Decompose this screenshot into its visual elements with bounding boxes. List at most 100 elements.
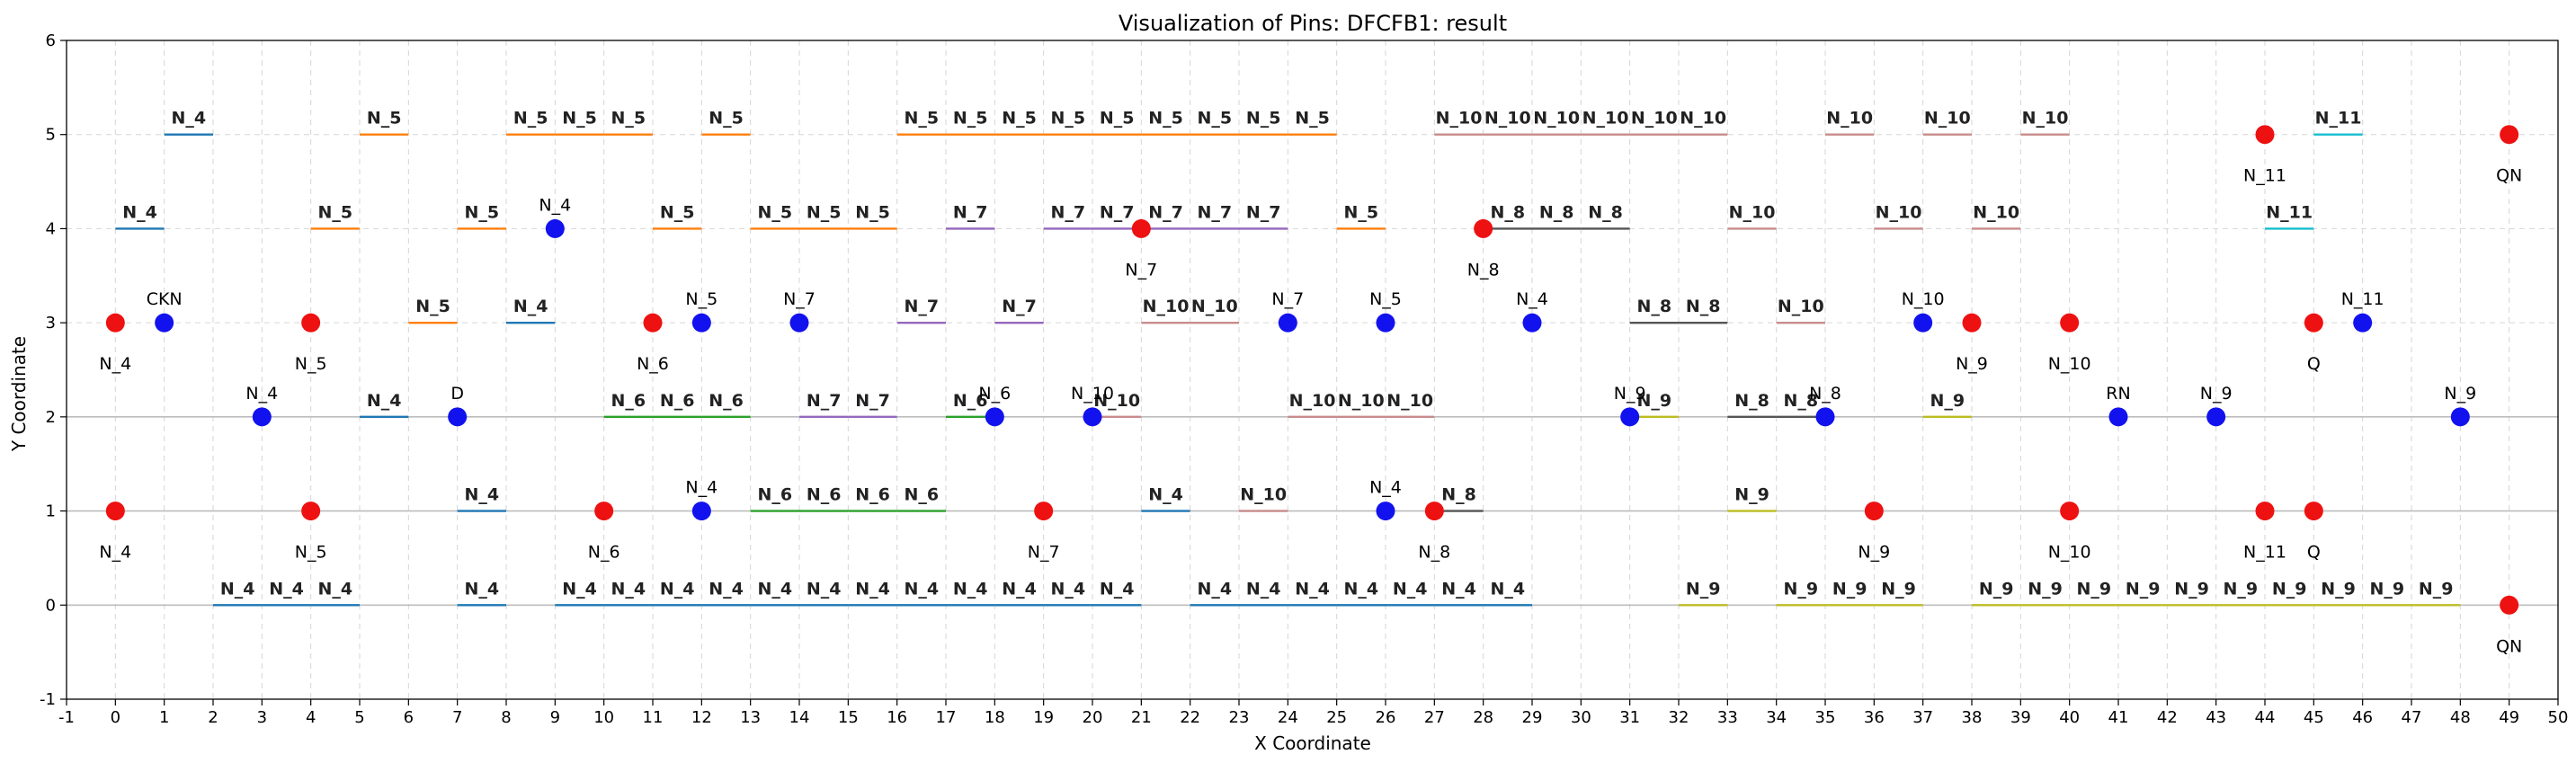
x-tick-label: 23 <box>1229 708 1250 727</box>
pin-red-label: N_8 <box>1467 260 1500 279</box>
pin-red-label: Q <box>2307 354 2321 374</box>
x-tick-label: 4 <box>306 708 316 727</box>
pin-red-label: N_8 <box>1418 543 1450 563</box>
x-tick-label: 49 <box>2499 708 2519 727</box>
net-segment-label: N_7 <box>953 202 988 222</box>
pin-red-marker <box>1962 313 1982 333</box>
x-tick-label: 22 <box>1180 708 1200 727</box>
pin-blue-label: N_10 <box>1902 289 1945 309</box>
net-segment-label: N_4 <box>122 202 157 222</box>
net-segment-label: N_8 <box>1734 391 1769 411</box>
pin-blue-label: N_9 <box>2444 384 2476 404</box>
x-tick-label: 44 <box>2255 708 2276 727</box>
net-segment-label: N_8 <box>1588 202 1623 222</box>
net-segment-label: N_8 <box>1784 391 1819 411</box>
net-segment-label: N_7 <box>1198 202 1233 222</box>
pin-blue-label: N_6 <box>978 384 1011 404</box>
net-segment-label: N_4 <box>709 579 744 599</box>
net-segment-label: N_4 <box>318 579 353 599</box>
net-segment-label: N_10 <box>1533 109 1580 129</box>
net-segment-label: N_5 <box>855 202 890 222</box>
pin-blue-marker <box>789 313 809 333</box>
net-segment-label: N_6 <box>953 391 988 411</box>
net-segment-label: N_4 <box>1100 579 1135 599</box>
pin-red-label: N_4 <box>99 543 131 563</box>
net-segment-label: N_4 <box>465 485 500 505</box>
pin-blue-label: N_4 <box>685 478 718 498</box>
pin-red-label: QN <box>2496 166 2522 186</box>
x-tick-label: 30 <box>1571 708 1591 727</box>
pin-blue-label: N_9 <box>1614 384 1646 404</box>
net-segment-label: N_6 <box>660 391 695 411</box>
x-tick-label: 29 <box>1522 708 1543 727</box>
net-segment-label: N_10 <box>1729 202 1776 222</box>
net-segments: N_4 N_5 N_5 N_5 N_5 N_5 N_5 N_5 N_5 N_5 N_5 N_5 N_5 N… <box>115 109 2461 607</box>
pin-red-label: QN <box>2496 636 2522 656</box>
pin-red-label: N_5 <box>295 543 327 563</box>
net-segment-label: N_7 <box>1100 202 1135 222</box>
pin-blue-label: N_7 <box>783 289 816 309</box>
net-segment-label: N_8 <box>1637 297 1672 316</box>
net-segment-label: N_7 <box>905 297 940 316</box>
pin-blue-marker <box>2108 407 2128 427</box>
net-segment-label: N_4 <box>269 579 304 599</box>
net-segment-label: N_5 <box>415 297 450 316</box>
plot-frame <box>66 40 2559 700</box>
x-tick-label: 47 <box>2402 708 2422 727</box>
pin-red-marker <box>301 501 321 521</box>
pin-red-marker <box>2060 313 2080 333</box>
net-segment-label: N_9 <box>2126 579 2161 599</box>
x-tick-label: 13 <box>740 708 761 727</box>
y-tick-label: 3 <box>46 314 56 333</box>
pin-red-marker <box>2500 125 2519 145</box>
net-segment-label: N_5 <box>1002 109 1037 129</box>
pin-red-label: N_10 <box>2048 354 2091 374</box>
net-segment-label: N_9 <box>2370 579 2405 599</box>
x-tick-label: 48 <box>2450 708 2471 727</box>
net-segment-label: N_9 <box>2174 579 2209 599</box>
pin-blue-label: N_9 <box>2200 384 2233 404</box>
net-segment-label: N_10 <box>1778 297 1824 316</box>
net-segment-label: N_9 <box>2272 579 2307 599</box>
net-segment-label: N_4 <box>513 297 548 316</box>
pin-blue-label: N_4 <box>245 384 278 404</box>
net-segment-label: N_4 <box>465 579 500 599</box>
x-tick-label: -1 <box>58 708 75 727</box>
pin-blue-marker <box>691 313 711 333</box>
pin-red-label: N_6 <box>588 543 620 563</box>
pin-red-marker <box>1424 501 1444 521</box>
net-segment-label: N_4 <box>1051 579 1086 599</box>
net-segment-label: N_4 <box>1148 485 1183 505</box>
net-segment-label: N_4 <box>611 579 646 599</box>
grid-layer <box>66 40 2559 700</box>
net-segment-label: N_5 <box>953 109 988 129</box>
net-segment-label: N_10 <box>1826 109 1873 129</box>
pin-red-marker <box>2060 501 2080 521</box>
y-tick-label: -1 <box>40 690 56 709</box>
x-tick-label: 5 <box>354 708 364 727</box>
pin-blue-label: N_8 <box>1809 384 1841 404</box>
net-segment-label: N_4 <box>953 579 988 599</box>
net-segment-label: N_6 <box>709 391 744 411</box>
net-segment-label: N_10 <box>1680 109 1726 129</box>
x-tick-label: 42 <box>2157 708 2178 727</box>
x-tick-label: 7 <box>452 708 462 727</box>
x-tick-label: 0 <box>111 708 120 727</box>
net-segment-label: N_7 <box>1002 297 1037 316</box>
reference-lines <box>67 416 2558 607</box>
net-segment-label: N_10 <box>1924 109 1971 129</box>
pin-red-marker <box>1864 501 1884 521</box>
pin-red-label: N_11 <box>2243 166 2286 186</box>
net-segment-label: N_10 <box>1093 391 1140 411</box>
net-segment-label: N_8 <box>1441 485 1476 505</box>
pin-red-marker <box>105 313 125 333</box>
pin-blue-label: RN <box>2106 384 2130 404</box>
x-tick-label: 40 <box>2059 708 2080 727</box>
net-segment-label: N_10 <box>1240 485 1287 505</box>
y-tick-label: 2 <box>46 408 56 427</box>
pin-blue-marker <box>252 407 272 427</box>
net-segment-label: N_9 <box>1832 579 1867 599</box>
net-segment-label: N_5 <box>1148 109 1183 129</box>
x-tick-label: 10 <box>593 708 614 727</box>
